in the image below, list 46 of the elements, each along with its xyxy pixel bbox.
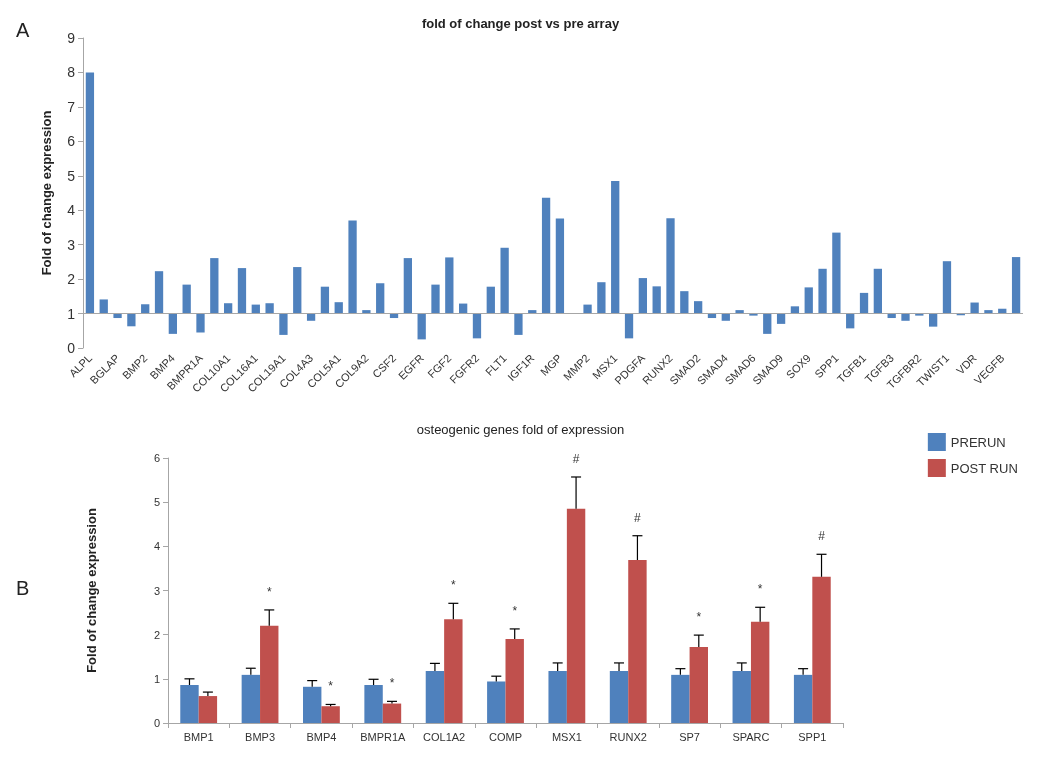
y-tick-label: 6 (67, 133, 76, 150)
chart-title: osteogenic genes fold of expression (416, 422, 625, 437)
x-tick-label: COMP (489, 730, 522, 743)
x-tick-label: COL1A2 (423, 730, 466, 743)
y-tick-label: 5 (67, 167, 76, 184)
legend-label: POST RUN (950, 460, 1018, 476)
y-tick-label: 0 (67, 340, 76, 356)
text: B (16, 577, 30, 599)
annotation: # (572, 451, 580, 466)
text: A (16, 19, 30, 41)
y-tick-label: 8 (67, 64, 76, 81)
y-tick-label: 1 (153, 672, 160, 685)
annotation: * (389, 676, 395, 691)
y-tick-label: 2 (153, 628, 160, 641)
y-axis-title: Fold of change expression (84, 508, 99, 673)
x-tick-label: MSX1 (551, 730, 582, 743)
legend-label: PRERUN (950, 434, 1006, 450)
annotation: * (328, 679, 334, 694)
y-tick-label: 3 (153, 584, 160, 597)
y-tick-label: 4 (153, 540, 160, 553)
annotation: * (451, 578, 456, 593)
y-tick-label: 5 (153, 496, 160, 509)
x-tick-label: RUNX2 (609, 730, 647, 743)
x-tick-label: BMP4 (306, 730, 337, 743)
y-tick-label: 1 (67, 305, 76, 322)
x-tick-label: BMP1 (183, 730, 214, 743)
annotation: * (696, 610, 702, 625)
annotation: * (757, 582, 763, 597)
y-axis-title: Fold of change expression (39, 110, 54, 276)
y-tick-label: 3 (67, 236, 76, 253)
annotation: * (512, 603, 518, 618)
y-tick-label: 7 (67, 98, 76, 115)
x-tick-label: SPP1 (798, 730, 827, 743)
x-tick-label: BMP3 (245, 730, 276, 743)
annotation: # (818, 529, 826, 544)
chart-title: fold of change post vs pre array (421, 16, 620, 31)
x-tick-label: SPARC (732, 730, 770, 743)
y-tick-label: 4 (67, 202, 76, 219)
y-tick-label: 6 (153, 452, 160, 464)
x-tick-label: BMPR1A (360, 730, 407, 743)
y-tick-label: 0 (153, 717, 160, 729)
x-tick-label: SP7 (679, 730, 700, 743)
annotation: * (266, 584, 272, 599)
y-tick-label: 9 (67, 30, 76, 46)
y-tick-label: 2 (67, 271, 76, 288)
annotation: # (634, 510, 642, 525)
